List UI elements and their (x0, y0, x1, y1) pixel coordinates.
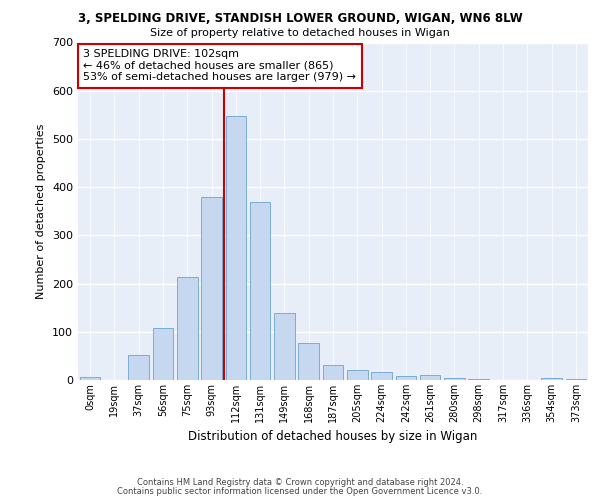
Bar (250, 202, 271, 380)
Bar (128, 355, 149, 380)
Text: 3, SPELDING DRIVE, STANDISH LOWER GROUND, WIGAN, WN6 8LW: 3, SPELDING DRIVE, STANDISH LOWER GROUND… (77, 12, 523, 26)
Bar (152, 328, 173, 380)
Text: 3 SPELDING DRIVE: 102sqm
← 46% of detached houses are smaller (865)
53% of semi-: 3 SPELDING DRIVE: 102sqm ← 46% of detach… (83, 50, 356, 82)
X-axis label: Distribution of detached houses by size in Wigan: Distribution of detached houses by size … (188, 430, 478, 444)
Bar (469, 379, 489, 380)
Bar (298, 343, 319, 380)
Y-axis label: Number of detached properties: Number of detached properties (37, 124, 46, 299)
Text: Contains HM Land Registry data © Crown copyright and database right 2024.: Contains HM Land Registry data © Crown c… (137, 478, 463, 487)
Bar (541, 378, 562, 380)
Bar (274, 312, 295, 380)
Text: Size of property relative to detached houses in Wigan: Size of property relative to detached ho… (150, 28, 450, 38)
Bar (371, 372, 392, 380)
Bar (444, 378, 465, 380)
Bar (226, 116, 246, 380)
Text: Contains public sector information licensed under the Open Government Licence v3: Contains public sector information licen… (118, 487, 482, 496)
Bar (177, 278, 197, 380)
Bar (566, 378, 586, 380)
Bar (347, 370, 368, 380)
Bar (395, 376, 416, 380)
Bar (323, 364, 343, 380)
Bar (201, 197, 222, 380)
Bar (80, 376, 100, 380)
Bar (420, 375, 440, 380)
